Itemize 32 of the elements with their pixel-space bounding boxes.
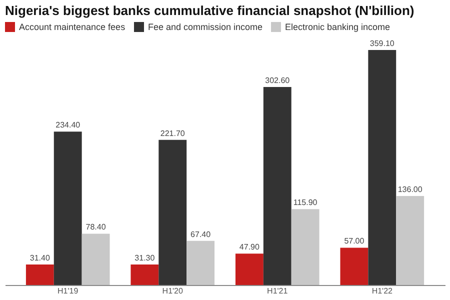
- bar: [186, 240, 215, 285]
- legend-label: Electronic banking income: [285, 22, 390, 32]
- bar: [130, 264, 159, 285]
- data-label: 47.90: [239, 242, 260, 252]
- x-tick-label: H1'20: [162, 286, 184, 296]
- data-label: 31.30: [134, 254, 156, 263]
- bar: [158, 140, 187, 285]
- x-tick-label: H1'22: [372, 286, 394, 296]
- bar: [368, 50, 396, 285]
- bar: [291, 209, 320, 285]
- bar: [396, 196, 424, 285]
- bar: [26, 264, 54, 285]
- bar: [82, 234, 110, 285]
- data-label: 57.00: [344, 236, 365, 246]
- bar: [263, 86, 292, 285]
- bar: [235, 254, 264, 285]
- data-label: 234.40: [56, 120, 81, 130]
- data-label: 115.90: [293, 198, 318, 208]
- data-label: 78.40: [86, 222, 106, 232]
- data-label: 67.40: [190, 230, 212, 239]
- legend-label: Account maintenance fees: [19, 22, 126, 32]
- bar: [340, 248, 368, 285]
- data-label: 221.70: [160, 128, 186, 138]
- legend-label: Fee and commission income: [148, 22, 263, 32]
- data-label: 136.00: [398, 185, 423, 194]
- data-label: 31.40: [30, 253, 50, 262]
- x-tick-label: H1'19: [58, 286, 79, 296]
- data-label: 359.10: [370, 39, 395, 48]
- data-label: 302.60: [265, 76, 290, 85]
- chart-title: Nigeria's biggest banks cummulative financial snapshot (N'billion): [5, 3, 414, 18]
- x-tick-label: H1'21: [267, 286, 288, 296]
- bar: [54, 132, 82, 285]
